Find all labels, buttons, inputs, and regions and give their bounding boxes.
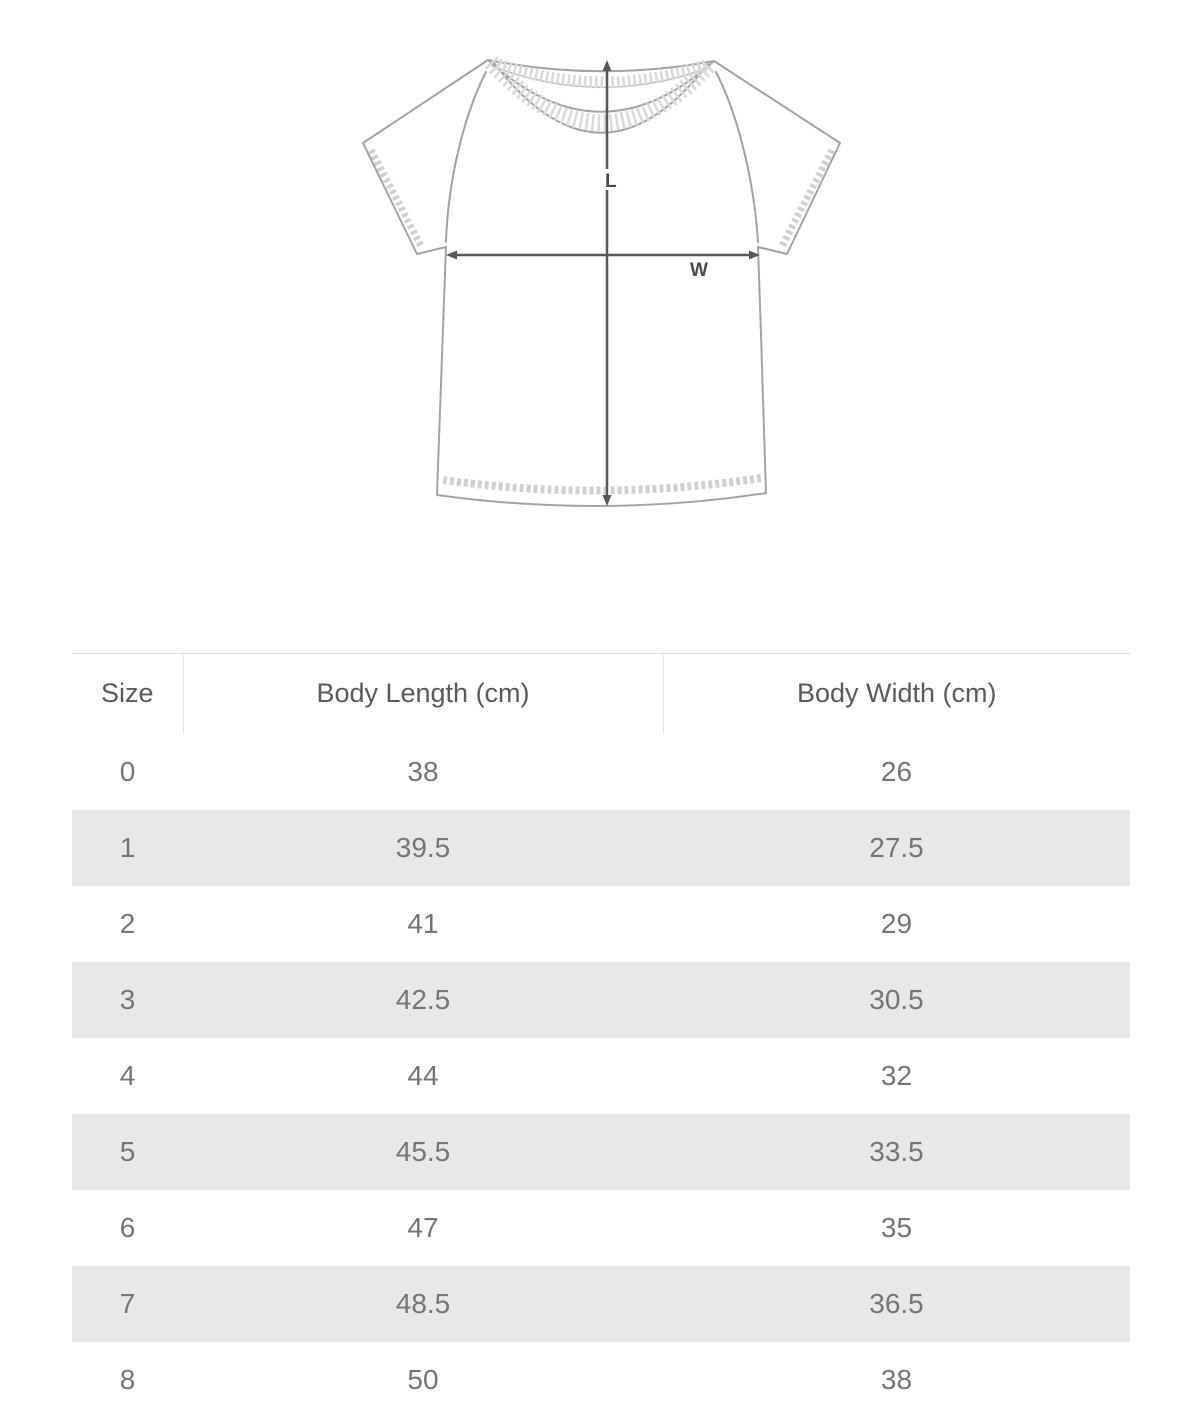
width-cell: 35: [880, 1211, 913, 1243]
table-row: 5 45.5 33.5: [72, 1113, 1130, 1190]
length-cell: 41: [407, 907, 439, 939]
length-cell: 47: [407, 1211, 439, 1243]
size-diagram: L W: [0, 0, 1200, 653]
collar-ribbing: [484, 56, 718, 132]
stitch-lines: [367, 148, 836, 495]
length-arrow: L: [600, 60, 618, 506]
table-row: 0 38 26: [72, 734, 1130, 810]
size-chart-table: Size Body Length (cm) Body Width (cm) 0 3…: [72, 653, 1130, 1418]
tshirt-sketch: L W: [362, 56, 841, 508]
size-table-body: 0 38 26 1 39.5 27.5 2 41 29 3 42.5 30.5 4 44 32 5 45.5 33…: [72, 734, 1130, 1418]
table-row: 7 48.5 36.5: [72, 1265, 1130, 1342]
table-row: 6 47 35: [72, 1190, 1130, 1266]
tshirt-outline: [362, 59, 841, 508]
width-cell: 32: [880, 1059, 913, 1091]
length-cell: 50: [407, 1363, 439, 1395]
width-arrow: W: [446, 250, 760, 281]
size-cell: 6: [119, 1211, 136, 1243]
width-cell: 38: [880, 1363, 913, 1395]
table-row: 3 42.5 30.5: [72, 961, 1130, 1038]
size-cell: 3: [119, 983, 136, 1015]
length-cell: 44: [407, 1059, 439, 1091]
header-length: Body Length (cm): [183, 653, 664, 734]
header-width: Body Width (cm): [663, 653, 1130, 734]
width-cell: 33.5: [869, 1135, 924, 1167]
table-row: 1 39.5 27.5: [72, 809, 1130, 886]
length-cell: 45.5: [395, 1135, 451, 1167]
size-cell: 1: [119, 831, 136, 863]
length-label: L: [605, 171, 617, 192]
size-cell: 5: [119, 1135, 136, 1167]
table-header: Size Body Length (cm) Body Width (cm): [72, 653, 1130, 734]
size-cell: 0: [119, 755, 136, 787]
width-cell: 36.5: [869, 1287, 924, 1319]
width-cell: 26: [880, 755, 913, 787]
length-cell: 42.5: [395, 983, 451, 1015]
length-cell: 48.5: [395, 1287, 451, 1319]
size-cell: 8: [119, 1363, 136, 1395]
size-cell: 2: [119, 907, 136, 939]
width-label: W: [690, 260, 708, 281]
width-cell: 27.5: [869, 831, 924, 863]
table-row: 8 50 38: [72, 1342, 1130, 1418]
width-cell: 29: [880, 907, 913, 939]
width-cell: 30.5: [869, 983, 924, 1015]
length-cell: 38: [407, 755, 439, 787]
length-cell: 39.5: [395, 831, 451, 863]
size-cell: 7: [119, 1287, 136, 1319]
header-size: Size: [72, 653, 184, 734]
table-row: 4 44 32: [72, 1038, 1130, 1114]
size-cell: 4: [119, 1059, 136, 1091]
table-row: 2 41 29: [72, 886, 1130, 962]
